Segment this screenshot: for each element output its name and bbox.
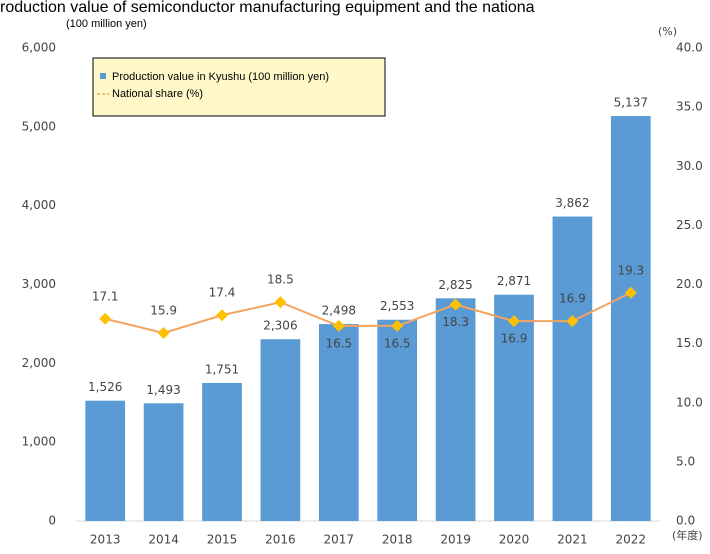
marker [566, 315, 579, 328]
bar-value-label: 3,862 [555, 196, 589, 210]
line-value-label: 16.9 [501, 332, 528, 346]
marker [157, 326, 170, 339]
line-value-label: 19.3 [617, 263, 644, 277]
x-tick-label: 2021 [557, 533, 588, 547]
y-tick-label: 3,000 [22, 277, 56, 291]
x-tick-label: 2019 [440, 533, 471, 547]
bar-value-label: 2,553 [380, 299, 414, 313]
bar-value-label: 1,493 [146, 383, 180, 397]
chart-title: roduction value of semiconductor manufac… [0, 0, 535, 16]
legend-label: National share (%) [112, 88, 203, 100]
bar [377, 319, 418, 521]
marker [274, 296, 287, 309]
bar [610, 116, 651, 521]
bar [202, 382, 242, 521]
legend-box [92, 57, 386, 117]
y-tick-label: 2,000 [22, 356, 56, 370]
line-value-label: 16.9 [559, 292, 586, 306]
y-axis-label: (100 million yen) [66, 18, 147, 30]
marker [99, 312, 112, 325]
y2-tick-label: 5.0 [676, 454, 695, 468]
y-tick-label: 6,000 [22, 41, 56, 55]
y2-tick-label: 10.0 [676, 395, 703, 409]
marker [216, 309, 228, 322]
bar [260, 339, 301, 521]
marker [508, 315, 520, 328]
x-tick-label: 2022 [616, 533, 647, 547]
x-axis-label: (年度) [672, 528, 703, 542]
y2-tick-label: 30.0 [676, 159, 703, 173]
line-value-label: 17.4 [209, 286, 236, 300]
x-tick-label: 2018 [382, 533, 413, 547]
bar [85, 400, 126, 521]
x-tick-label: 2017 [324, 533, 355, 547]
y2-tick-label: 20.0 [676, 277, 703, 291]
line-value-label: 17.1 [92, 289, 119, 303]
bar-value-label: 2,306 [263, 319, 297, 333]
marker [624, 286, 637, 299]
bar [435, 298, 476, 521]
bar-value-label: 2,871 [497, 274, 531, 288]
marker [449, 298, 462, 311]
y2-tick-label: 15.0 [676, 336, 703, 350]
line-value-label: 18.5 [267, 273, 294, 287]
y2-tick-label: 0.0 [676, 514, 695, 528]
y-tick-label: 5,000 [22, 119, 56, 133]
y2-axis-label: (%) [658, 25, 677, 38]
line-value-label: 15.9 [150, 303, 177, 317]
y-tick-label: 0 [48, 514, 56, 528]
bar [494, 294, 534, 521]
y2-tick-label: 40.0 [676, 41, 703, 55]
bar [552, 216, 593, 522]
y2-tick-label: 35.0 [676, 100, 703, 114]
y2-tick-label: 25.0 [676, 218, 703, 232]
x-tick-label: 2013 [90, 533, 121, 547]
bar-value-label: 1,526 [88, 380, 122, 394]
x-tick-label: 2015 [207, 533, 238, 547]
bar [318, 324, 359, 521]
bar-value-label: 2,825 [438, 278, 472, 292]
line [104, 291, 632, 335]
marker [391, 319, 404, 332]
bar-value-label: 5,137 [614, 96, 648, 110]
y-tick-label: 4,000 [22, 198, 56, 212]
bar-value-label: 1,751 [205, 362, 239, 376]
line-value-label: 16.5 [325, 336, 352, 350]
x-tick-label: 2014 [148, 533, 179, 547]
line-value-label: 16.5 [384, 336, 411, 350]
x-tick-label: 2016 [265, 533, 296, 547]
legend-swatch [100, 73, 106, 79]
bar [143, 403, 184, 521]
marker [332, 319, 345, 332]
legend-label: Production value in Kyushu (100 million … [112, 71, 329, 83]
bar-value-label: 2,498 [322, 304, 356, 318]
x-tick-label: 2020 [499, 533, 530, 547]
y-tick-label: 1,000 [22, 435, 56, 449]
line-value-label: 18.3 [442, 315, 469, 329]
